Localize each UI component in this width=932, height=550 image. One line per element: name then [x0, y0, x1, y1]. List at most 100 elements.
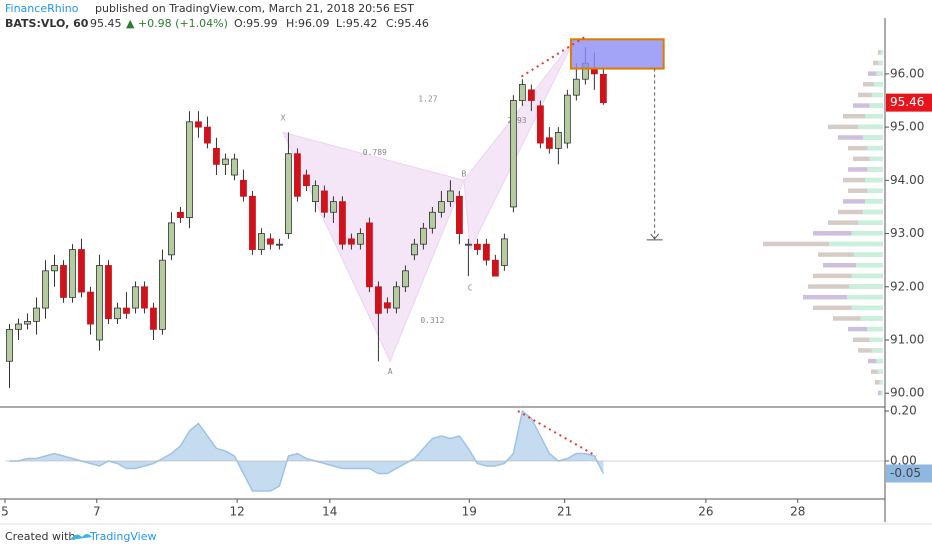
volume-profile-bar: [873, 60, 883, 66]
candle-body: [545, 137, 553, 149]
pattern-label: A: [388, 367, 393, 376]
candle-body: [24, 320, 31, 325]
volume-profile-bar: [878, 390, 883, 396]
volume-profile-bar: [848, 326, 883, 332]
volume-profile-bar: [875, 380, 883, 385]
candle-body: [339, 201, 346, 245]
candle-body: [527, 89, 535, 101]
y-tick-label: 96.00: [890, 66, 924, 80]
volume-profile-up: [874, 82, 883, 87]
volume-profile-up: [869, 156, 883, 162]
candle-body: [42, 270, 49, 309]
volume-profile-bar: [803, 294, 883, 300]
volume-profile-up: [869, 337, 883, 343]
candle-body: [384, 302, 391, 309]
candle-body: [114, 307, 121, 320]
volume-profile-up: [880, 390, 883, 396]
author[interactable]: FinanceRhino: [5, 2, 79, 15]
candle-body: [312, 185, 319, 203]
candle-body: [168, 222, 175, 256]
candle-body: [572, 78, 580, 96]
pattern-xab: [282, 131, 465, 363]
volume-profile-up: [876, 71, 883, 76]
volume-profile-up: [880, 50, 883, 55]
candle-body: [348, 238, 355, 245]
candle-body: [33, 307, 40, 322]
volume-profile-bar: [853, 156, 883, 162]
volume-profile-bar: [828, 220, 883, 225]
candle-body: [222, 158, 229, 165]
volume-profile-bar: [823, 262, 883, 268]
pattern-ratio: 0.312: [420, 316, 444, 325]
pattern-ratio: 1.27: [418, 94, 437, 103]
pattern-bcd: [463, 38, 576, 252]
ohlc-low: L:95.42: [336, 17, 377, 30]
ohlc-high: H:96.09: [286, 17, 329, 30]
volume-profile-bar: [843, 177, 883, 183]
candle-body: [6, 328, 13, 362]
volume-profile-bar: [868, 358, 883, 364]
candle-body: [267, 238, 274, 245]
oscillator-line: [9, 409, 605, 492]
volume-profile-up: [853, 252, 883, 257]
pattern-ratio: 2.93: [507, 116, 526, 125]
candle-body: [96, 265, 103, 341]
candle-body: [240, 179, 247, 197]
volume-profile-up: [871, 348, 883, 353]
candle-body: [150, 307, 157, 330]
x-tick-label: 14: [322, 505, 337, 519]
candle-body: [231, 158, 238, 176]
candle-body: [357, 233, 364, 245]
x-tick-label: 19: [462, 505, 477, 519]
volume-profile-up: [865, 199, 883, 204]
candle-body: [276, 243, 283, 246]
volume-profile-bar: [853, 103, 883, 108]
footer-created: Created with: [5, 530, 75, 543]
candle-body: [15, 323, 22, 330]
volume-profile-up: [851, 273, 883, 279]
volume-profile-up: [858, 220, 883, 225]
candle-body: [123, 307, 130, 314]
candle-body: [500, 238, 508, 266]
candle-body: [554, 132, 562, 149]
y-tick-label: 0.20: [890, 404, 917, 418]
candle-body: [141, 286, 148, 309]
logo: [70, 534, 92, 540]
candle-body: [195, 121, 202, 128]
candle-body: [177, 211, 184, 218]
volume-profile-bar: [808, 284, 883, 289]
volume-profile-up: [876, 358, 883, 364]
ohlc-close: C:95.46: [386, 17, 429, 30]
volume-profile-up: [867, 167, 883, 172]
last-value-label: -0.05: [890, 466, 921, 480]
volume-profile-up: [862, 209, 883, 215]
candle-body: [60, 265, 67, 298]
volume-profile-bar: [863, 82, 883, 87]
candle-body: [69, 249, 76, 298]
volume-profile-bar: [871, 369, 883, 374]
volume-profile-up: [867, 145, 883, 151]
candle-body: [411, 243, 418, 256]
volume-profile-up: [858, 124, 883, 130]
volume-profile-up: [867, 326, 883, 332]
volume-profile-bar: [838, 135, 883, 140]
symbol: BATS:VLO, 60: [5, 17, 89, 30]
candle-body: [87, 291, 94, 325]
x-tick-label: 21: [557, 505, 572, 519]
candle-body: [536, 105, 544, 144]
volume-profile-bar: [813, 231, 883, 236]
volume-profile-up: [829, 241, 883, 247]
pattern-ratio: 0.789: [363, 148, 387, 157]
footer-brand[interactable]: TradingView: [89, 530, 156, 543]
x-tick-label: 7: [93, 505, 101, 519]
arrow-head: [646, 233, 663, 241]
candle-body: [258, 233, 265, 250]
candle-body: [105, 265, 112, 320]
volume-profile-up: [869, 103, 883, 108]
last-value-box: [886, 464, 932, 483]
candle-body: [159, 259, 166, 330]
x-tick-label: 26: [698, 505, 713, 519]
candle-body: [438, 201, 445, 213]
volume-profile-bar: [843, 199, 883, 204]
candle-body: [420, 227, 427, 245]
